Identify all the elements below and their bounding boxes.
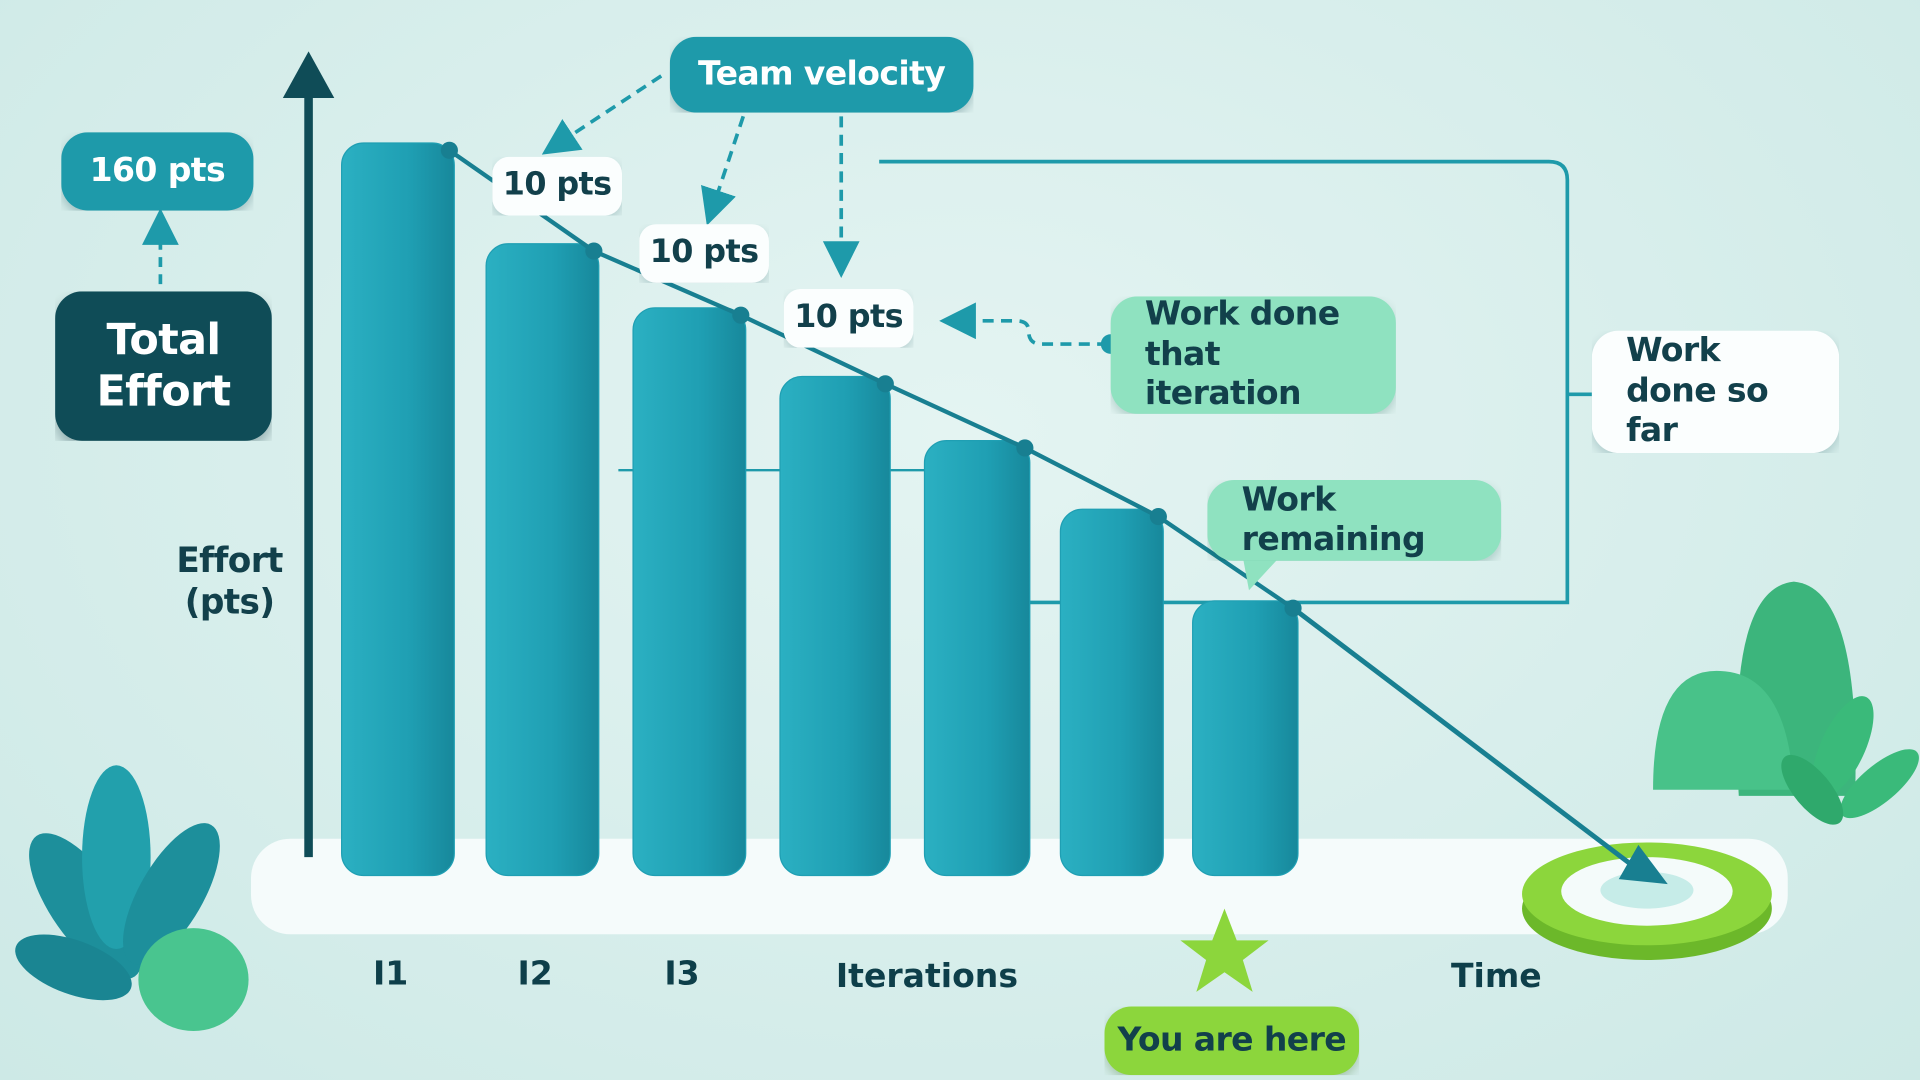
burndown-point <box>585 242 603 260</box>
team-velocity: Team velocity <box>669 36 974 113</box>
burndown-point <box>1149 508 1167 526</box>
burndown-point <box>1016 439 1034 457</box>
star <box>1180 908 1269 992</box>
work-done-iteration-box: Work done that iteration <box>1110 296 1396 414</box>
total-effort: Total Effort <box>55 291 272 441</box>
y-axis-label: Effort (pts) <box>176 540 283 623</box>
plant-left <box>15 765 249 1032</box>
total-points-box: 160 pts <box>61 132 254 211</box>
velocity-box: 10 pts <box>639 224 769 283</box>
total-points: 160 pts <box>61 132 254 211</box>
velocity-box: 10 pts <box>492 156 623 216</box>
connector <box>541 74 663 155</box>
burndown-point <box>440 141 458 159</box>
work-remaining-box: Work remaining <box>1207 480 1502 561</box>
velocity-box: 10 pts <box>783 288 914 348</box>
time-label: Time <box>1451 956 1542 995</box>
projection-arrow <box>1618 844 1668 885</box>
bar <box>779 375 891 877</box>
total-effort-box: Total Effort <box>55 291 272 441</box>
x-tick-label: I3 <box>664 953 699 992</box>
you-are-here: You are here <box>1104 1006 1360 1076</box>
bar <box>485 243 600 877</box>
burndown-point <box>876 375 894 393</box>
connector <box>701 115 746 226</box>
connector <box>939 302 1109 346</box>
bar <box>341 142 455 877</box>
bar <box>1192 600 1299 877</box>
velocity-label: 10 pts <box>492 156 623 216</box>
bar <box>632 307 747 877</box>
work-done-so-far-box: Work done so far <box>1591 330 1840 454</box>
callout-tail <box>1242 557 1280 591</box>
plant-right <box>1653 581 1919 825</box>
bracket <box>879 159 1592 605</box>
work-remaining: Work remaining <box>1207 480 1502 561</box>
work-done-so-far: Work done so far <box>1591 330 1840 454</box>
x-axis-label: Iterations <box>836 956 1018 995</box>
burndown-point <box>732 306 750 324</box>
burndown-point <box>1284 599 1302 617</box>
target <box>1522 842 1772 960</box>
y-axis-label-box: Effort (pts) <box>176 540 283 623</box>
bar <box>1059 508 1164 877</box>
work-done-iteration: Work done that iteration <box>1110 296 1396 414</box>
velocity-label: 10 pts <box>783 288 914 348</box>
team-velocity-box: Team velocity <box>669 36 974 113</box>
bar <box>923 439 1031 877</box>
you-are-here-box: You are here <box>1104 1006 1360 1076</box>
velocity-label: 10 pts <box>639 224 769 283</box>
x-tick-label: I2 <box>517 953 552 992</box>
x-tick-label: I1 <box>373 953 408 992</box>
y-axis-arrow <box>282 51 335 98</box>
projection-line <box>1291 606 1643 874</box>
